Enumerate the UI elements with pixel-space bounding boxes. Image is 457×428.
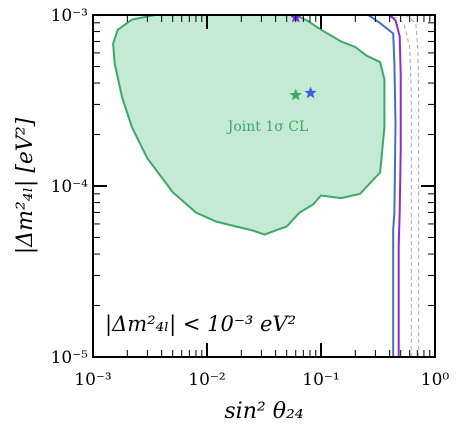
y-tick-label-1: 10⁻⁵ [51, 348, 89, 368]
x-axis-title: sin² θ₂₄ [224, 399, 303, 424]
axis-ticks [92, 14, 436, 358]
gray-dashed-contour-outer [405, 15, 420, 357]
region-label: Joint 1σ CL [226, 119, 309, 135]
gray-dashed-contour-inner [389, 15, 412, 357]
plot-area [112, 15, 420, 357]
purple-contour-line [388, 15, 402, 357]
y-axis-title: |Δm²₄ₗ| [eV²] [13, 117, 38, 254]
one-sigma-region [112, 15, 386, 236]
y-tick-label-3: 10⁻³ [51, 6, 88, 26]
x-tick-label-4: 10⁰ [421, 370, 450, 390]
best-fit-star-green [289, 88, 302, 101]
cut-label: |Δm²₄ₗ| < 10⁻³ eV² [105, 312, 296, 337]
x-tick-label-3: 10⁻¹ [302, 370, 339, 390]
y-tick-label-2: 10⁻⁴ [51, 177, 89, 197]
best-fit-star-blue [304, 86, 317, 99]
blue-contour-line [367, 15, 397, 357]
x-tick-label-1: 10⁻³ [74, 370, 111, 390]
x-tick-label-2: 10⁻² [188, 370, 225, 390]
